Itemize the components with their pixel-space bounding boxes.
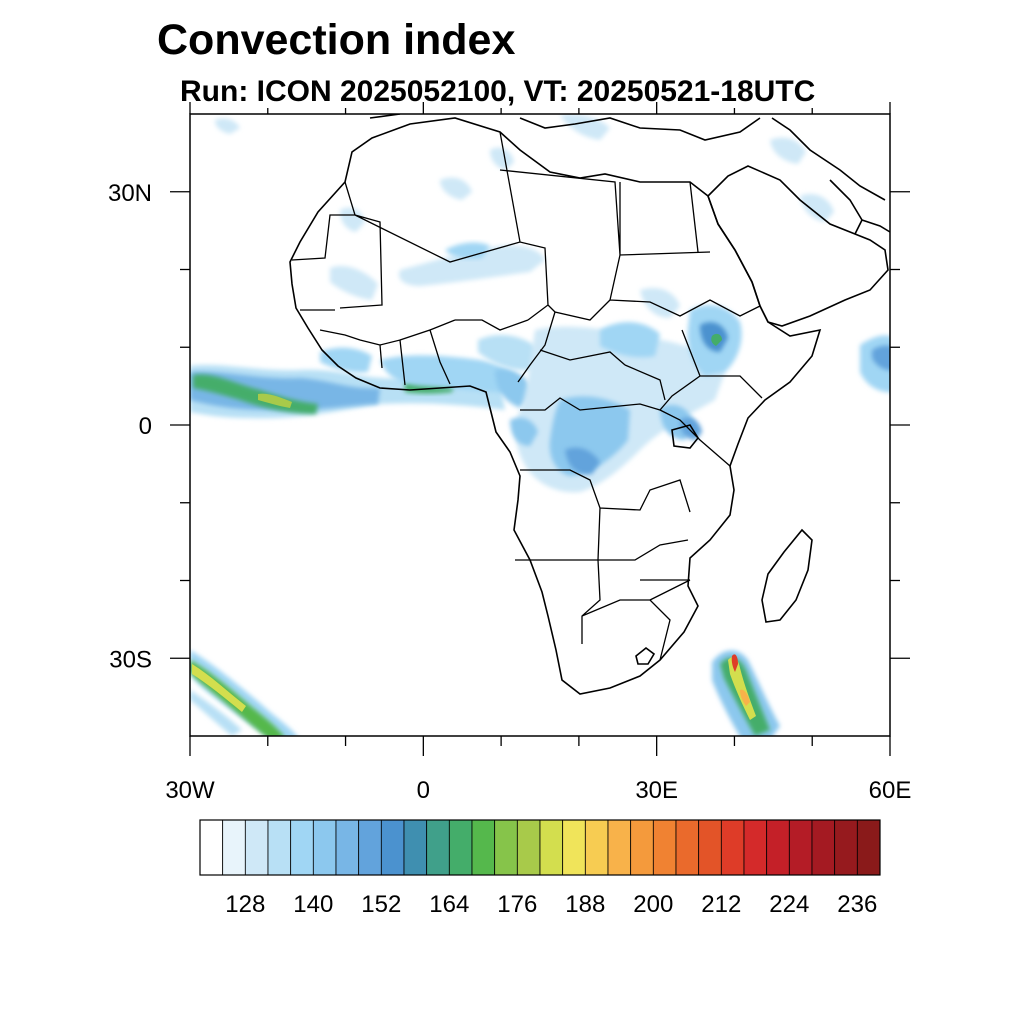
colorbar-swatch — [335, 819, 360, 876]
madagascar-coastline — [761, 528, 813, 623]
axis-labels: 30W 0 30E 60E 30N 0 30S — [108, 180, 911, 804]
colorbar-swatch — [607, 819, 632, 876]
africa-coastline — [289, 117, 822, 695]
colorbar-label: 236 — [837, 891, 877, 918]
lat-tick-label: 30S — [109, 646, 152, 673]
colorbar-frame — [199, 819, 881, 876]
lat-tick-label: 0 — [139, 413, 152, 440]
colorbar-swatch — [584, 819, 609, 876]
colorbar-label: 128 — [225, 891, 265, 918]
lon-tick-label: 60E — [869, 777, 912, 804]
colorbar-label: 200 — [633, 891, 673, 918]
colorbar-swatch — [698, 819, 722, 876]
colorbar-label: 212 — [701, 891, 741, 918]
colorbar-label: 140 — [293, 891, 333, 918]
map-subtitle: Run: ICON 2025052100, VT: 20250521-18UTC — [180, 75, 815, 108]
northern-convection-patches — [215, 114, 834, 232]
axis-ticks — [170, 102, 910, 756]
colorbar-swatch — [494, 819, 518, 876]
arabian-peninsula-coastline — [707, 165, 889, 327]
persian-gulf-coast — [829, 179, 890, 235]
colorbar-swatch — [426, 819, 450, 876]
colorbar-swatch — [788, 819, 813, 876]
east-africa-convection — [640, 287, 742, 440]
colorbar-swatch — [290, 819, 314, 876]
colorbar-swatch — [811, 819, 836, 876]
colorbar-swatch — [312, 819, 337, 876]
colorbar-swatch — [675, 819, 700, 876]
colorbar-swatch — [448, 819, 473, 876]
coastlines-and-borders — [289, 114, 890, 695]
colorbar-swatch — [539, 819, 564, 876]
lon-tick-label: 30E — [635, 777, 678, 804]
colorbar-label: 188 — [565, 891, 605, 918]
border-lines — [291, 131, 763, 661]
lesotho — [635, 646, 656, 665]
colorbar-swatch — [222, 819, 246, 876]
colorbar-swatch — [834, 819, 858, 876]
colorbar-swatch — [766, 819, 790, 876]
colorbar-swatch — [380, 819, 405, 876]
colorbar-label: 152 — [361, 891, 401, 918]
colorbar-label: 164 — [429, 891, 469, 918]
colorbar-swatch — [471, 819, 496, 876]
colorbar-swatch — [358, 819, 382, 876]
colorbar-labels: 128 140 152 164 176 188 200 212 224 236 — [225, 891, 877, 918]
colorbar-swatch — [856, 819, 881, 876]
colorbar-swatch — [720, 819, 745, 876]
convection-field — [190, 114, 890, 736]
colorbar-swatch — [199, 819, 224, 876]
map-panel: 30W 0 30E 60E 30N 0 30S — [108, 102, 911, 804]
colorbar — [199, 819, 881, 876]
lake-victoria — [671, 424, 699, 449]
lat-tick-label: 30N — [108, 180, 152, 207]
lon-tick-label: 30W — [165, 777, 215, 804]
colorbar-swatch — [403, 819, 428, 876]
map-title: Convection index — [157, 16, 515, 64]
south-atlantic-frontal-band — [190, 650, 298, 736]
lon-tick-label: 0 — [417, 777, 430, 804]
colorbar-swatch — [516, 819, 541, 876]
colorbar-swatch — [652, 819, 677, 876]
colorbar-swatch — [743, 819, 768, 876]
colorbar-label: 176 — [497, 891, 537, 918]
colorbar-swatch — [267, 819, 292, 876]
arabian-sea-convection — [860, 335, 890, 393]
colorbar-swatch — [244, 819, 269, 876]
colorbar-label: 224 — [769, 891, 809, 918]
indian-ocean-frontal-band — [712, 650, 780, 736]
colorbar-swatch — [630, 819, 654, 876]
colorbar-swatch — [562, 819, 586, 876]
west-africa-convection — [320, 177, 545, 408]
